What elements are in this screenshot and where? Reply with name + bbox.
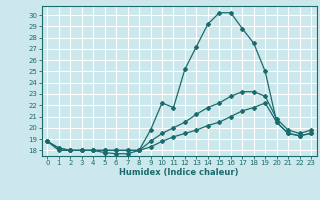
X-axis label: Humidex (Indice chaleur): Humidex (Indice chaleur) bbox=[119, 168, 239, 177]
